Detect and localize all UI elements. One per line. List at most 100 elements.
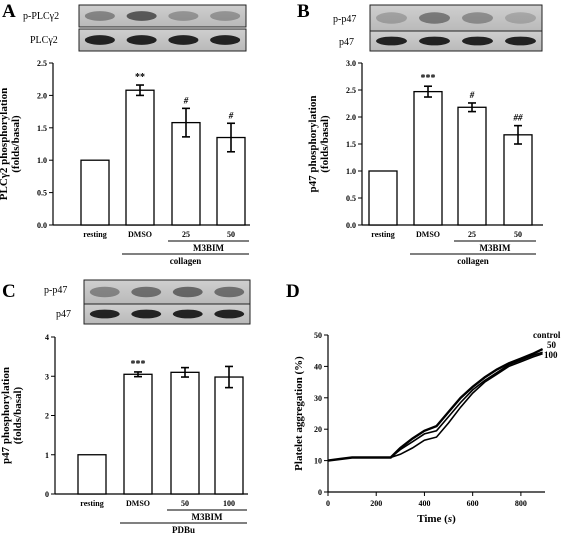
x-tick-label: 50 xyxy=(227,230,235,239)
x-tick-label: resting xyxy=(83,230,106,239)
blot-c-top-band xyxy=(89,286,120,298)
blot-a-bottom-band xyxy=(168,35,199,45)
bar xyxy=(413,90,443,226)
x-tick-label: 800 xyxy=(515,499,527,508)
significance-marker: ## xyxy=(513,113,524,123)
series-label-50: 50 xyxy=(547,340,557,350)
x-tick-label: resting xyxy=(80,499,103,508)
y-tick-label: 2.5 xyxy=(346,86,356,95)
blot-a-top-band xyxy=(84,11,115,21)
blot-label-c-top: p-p47 xyxy=(44,285,67,296)
y-tick-label: 0.0 xyxy=(37,221,47,230)
blot-b-bottom-band xyxy=(505,36,536,46)
blot-a-top-band xyxy=(126,11,157,21)
blot-c-bottom-band xyxy=(214,309,245,319)
y-tick-label: 1.5 xyxy=(37,124,47,133)
blot-a-bottom xyxy=(78,28,247,52)
blot-c-bottom xyxy=(83,303,251,325)
y-tick-label: 4 xyxy=(45,333,49,342)
y-tick-label: 0 xyxy=(318,488,322,497)
y-axis-label: PLCγ2 phosphorylation xyxy=(0,88,10,200)
blot-c-bottom-band xyxy=(89,309,120,319)
blot-c-top-band xyxy=(172,286,203,298)
y-tick-label: 0.5 xyxy=(346,194,356,203)
bar xyxy=(171,121,201,226)
x-tick-label: 200 xyxy=(370,499,382,508)
bar xyxy=(216,136,246,226)
bar xyxy=(123,373,153,495)
blot-label-b-bottom: p47 xyxy=(339,37,354,48)
y-tick-label: 3 xyxy=(45,372,49,381)
blot-a-top-membrane xyxy=(78,4,247,28)
y-tick-label: 2.5 xyxy=(37,59,47,68)
blot-a-bottom-band xyxy=(210,35,241,45)
blot-c-top xyxy=(83,279,251,305)
series-line-50 xyxy=(327,351,543,462)
y-tick-label: 2.0 xyxy=(346,113,356,122)
x-axis-label: Time (s) xyxy=(417,513,456,525)
x-tick-label: 50 xyxy=(514,230,522,239)
x-tick-label: DMSO xyxy=(416,230,440,239)
group-label-inner: M3BIM xyxy=(192,512,224,522)
bar xyxy=(214,376,244,495)
blot-a-bottom-band xyxy=(126,35,157,45)
y-tick-label: 0.0 xyxy=(346,221,356,230)
bar-chart-c: 0 1 2 3 4 p47 phosphorylation (folds/basal) res… xyxy=(0,333,248,535)
y-axis-label: p47 phosphorylation xyxy=(0,367,12,464)
x-tick-label: 600 xyxy=(467,499,479,508)
group-label-outer: PDBu xyxy=(172,525,195,535)
x-tick-label: 0 xyxy=(326,499,330,508)
bar-chart-a: 0.0 0.5 1.0 1.5 2.0 2.5 PLCγ2 phosphorylation(… xyxy=(0,59,250,266)
y-axis-label: p47 phosphorylation xyxy=(307,96,319,193)
series-line-100 xyxy=(327,353,543,462)
panel-letter-c: C xyxy=(2,281,16,302)
x-tick-label: resting xyxy=(371,230,394,239)
series-label-control: control xyxy=(533,330,561,340)
y-tick-label: 10 xyxy=(314,457,322,466)
x-tick-label: 25 xyxy=(182,230,190,239)
blot-b-top xyxy=(369,4,543,32)
y-tick-label: 1 xyxy=(45,451,49,460)
blot-c-bottom-band xyxy=(172,309,203,319)
series-label-100: 100 xyxy=(544,350,558,360)
bar xyxy=(80,159,110,226)
y-tick-label: 2 xyxy=(45,412,49,421)
blot-a-top xyxy=(78,4,247,28)
x-tick-label: 50 xyxy=(181,499,189,508)
blot-a-bottom-band xyxy=(84,35,115,45)
y-tick-label: 3.0 xyxy=(346,59,356,68)
y-tick-label: 0.5 xyxy=(37,189,47,198)
panel-letter-b: B xyxy=(297,1,310,22)
blot-c-bottom-membrane xyxy=(83,303,251,325)
x-tick-label: DMSO xyxy=(126,499,150,508)
blot-label-b-top: p-p47 xyxy=(333,14,356,25)
blot-c-top-band xyxy=(214,286,245,298)
blot-b-top-band xyxy=(419,12,450,24)
y-tick-label: 1.0 xyxy=(37,156,47,165)
blot-a-top-band xyxy=(168,11,199,21)
y-axis-label: (folds/basal) xyxy=(10,115,22,173)
x-tick-label: 400 xyxy=(418,499,430,508)
y-tick-label: 1.5 xyxy=(346,140,356,149)
group-label-inner: M3BIM xyxy=(480,243,512,253)
significance-marker: *** xyxy=(131,359,146,370)
y-tick-label: 30 xyxy=(314,394,322,403)
group-label-outer: collagen xyxy=(457,256,489,266)
significance-marker: ** xyxy=(135,72,145,83)
significance-marker: # xyxy=(228,110,234,120)
blot-c-bottom-band xyxy=(131,309,162,319)
significance-marker: *** xyxy=(421,73,436,84)
y-tick-label: 50 xyxy=(314,331,322,340)
bar xyxy=(368,170,398,226)
blot-b-top-band xyxy=(505,12,536,24)
bar xyxy=(457,106,487,226)
blot-b-top-band xyxy=(376,12,407,24)
y-tick-label: 40 xyxy=(314,362,322,371)
y-tick-label: 20 xyxy=(314,425,322,434)
blot-b-bottom-band xyxy=(376,36,407,46)
y-tick-label: 2.0 xyxy=(37,91,47,100)
x-tick-label: DMSO xyxy=(128,230,152,239)
blot-b-top-band xyxy=(462,12,493,24)
bar xyxy=(77,454,107,495)
